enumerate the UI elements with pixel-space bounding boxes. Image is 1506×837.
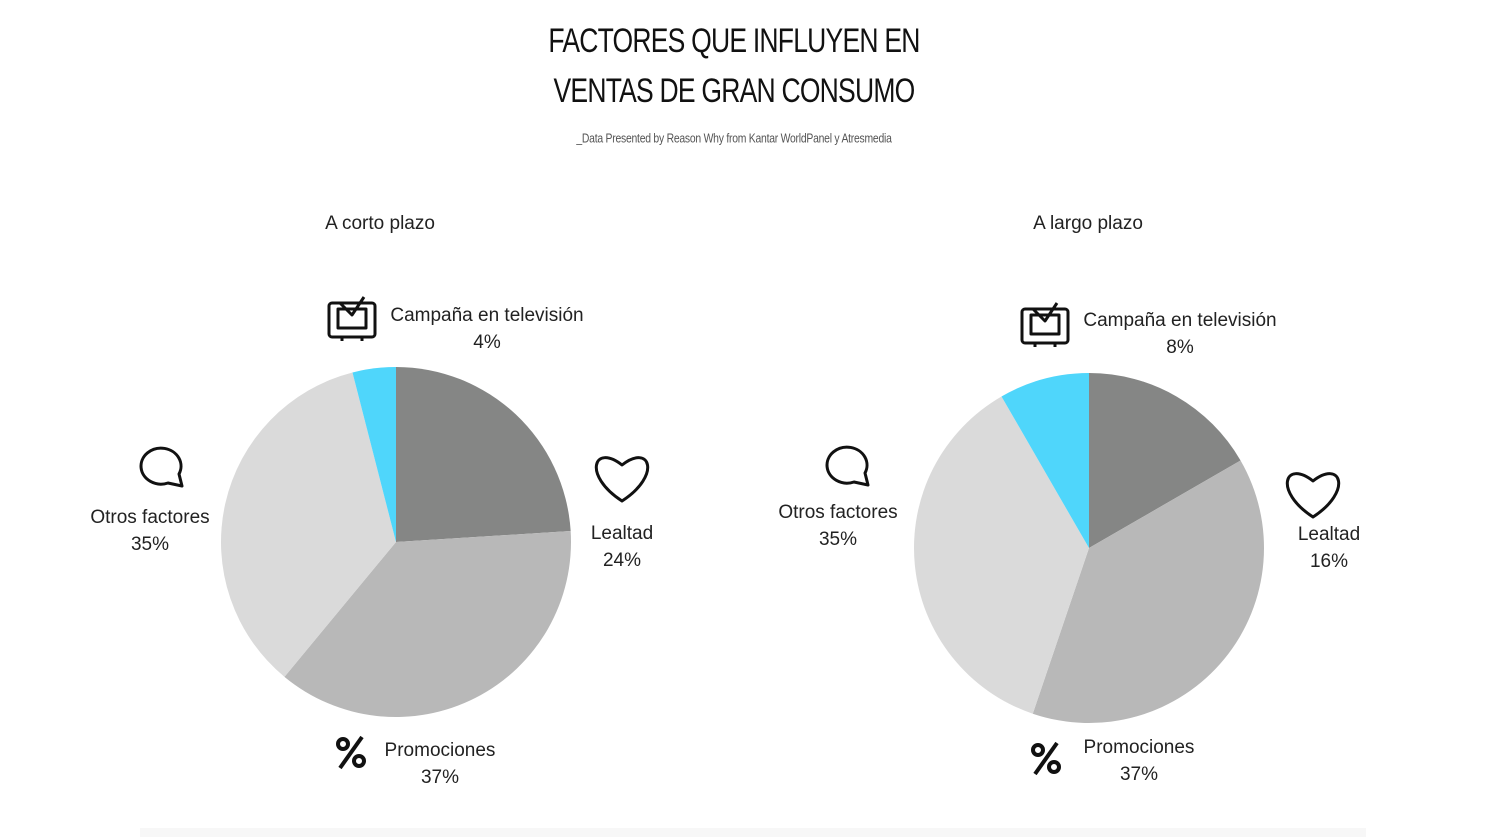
pie-slice: [221, 372, 396, 677]
slice-value: 16%: [1310, 551, 1348, 572]
chart-title: A largo plazo: [1033, 213, 1143, 234]
heart-icon: [594, 456, 650, 503]
page-title: VENTAS DE GRAN CONSUMO: [554, 72, 915, 110]
tv-icon: [1020, 302, 1070, 347]
slice-label: Otros factores: [90, 507, 209, 528]
percent-part: [338, 735, 364, 770]
pie-slice: [1089, 373, 1241, 548]
speech-icon: [825, 445, 870, 487]
slice-label: Campaña en televisión: [390, 305, 583, 326]
slice-label: Campaña en televisión: [1083, 310, 1276, 331]
percent-part: [1031, 743, 1045, 757]
slice-label: Promociones: [385, 740, 496, 761]
slice-label: Lealtad: [1298, 524, 1360, 545]
page-title: FACTORES QUE INFLUYEN EN: [548, 22, 919, 60]
slice-value: 24%: [603, 550, 641, 571]
chart-title: A corto plazo: [325, 213, 435, 234]
pie-slice: [284, 531, 571, 717]
page-subtitle: _Data Presented by Reason Why from Kanta…: [575, 131, 892, 145]
pie-slice: [352, 367, 396, 542]
slice-label: Promociones: [1084, 737, 1195, 758]
pie-slice: [913, 396, 1089, 714]
slice-value: 8%: [1166, 337, 1194, 358]
percent-icon: [336, 735, 366, 770]
heart-icon: [1285, 472, 1341, 519]
slice-value: 35%: [131, 534, 169, 555]
percent-part: [1047, 760, 1061, 774]
slice-label: Otros factores: [778, 502, 897, 523]
percent-part: [1033, 741, 1059, 776]
slice-value: 37%: [421, 767, 459, 788]
slice-label: Lealtad: [591, 523, 653, 544]
percent-part: [336, 737, 350, 751]
footer-band: [140, 828, 1366, 837]
slice-value: 37%: [1120, 764, 1158, 785]
tv-icon: [327, 296, 377, 341]
speech-icon: [139, 446, 184, 488]
pie-slice: [1032, 460, 1264, 724]
percent-part: [352, 754, 366, 768]
pie-slice: [396, 367, 571, 542]
pie-slice: [1001, 373, 1089, 548]
slice-value: 4%: [473, 332, 501, 353]
percent-icon: [1031, 741, 1061, 776]
slice-value: 35%: [819, 529, 857, 550]
